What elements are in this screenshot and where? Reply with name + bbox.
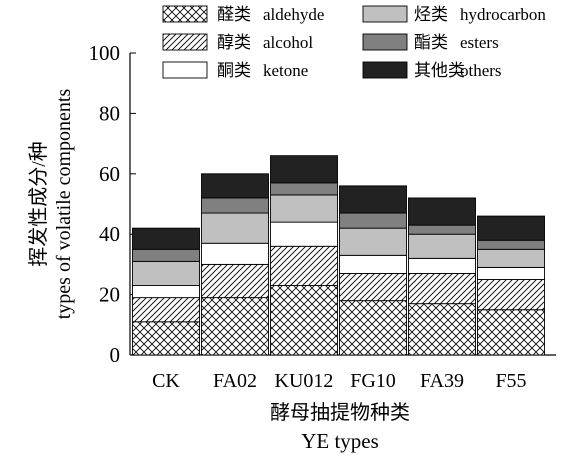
legend-swatch-aldehyde [162,5,208,23]
legend-label-en: others [460,61,502,80]
x-tick-label: FG10 [350,370,396,392]
bar-segment-esters [408,224,476,235]
legend-label-cn: 酯类 [414,33,448,52]
bar-segment-hydrocarbon [270,194,338,223]
bar-segment-others [339,185,407,214]
legend-label-en: hydrocarbon [460,5,546,24]
legend-label-en: esters [460,33,499,52]
y-tick-label: 20 [99,283,120,307]
legend-label-cn: 醛类 [217,5,251,24]
bar-segment-others [132,227,200,250]
bar-segment-alcohol [201,263,269,299]
bar-segment-hydrocarbon [339,227,407,256]
bar-segment-others [201,173,269,199]
legend-label-cn: 醇类 [217,33,251,52]
bars: CK FA02 KU012 FG10 FA39 F55 [132,155,545,392]
y-tick-label: 40 [99,222,120,246]
bar-segment-ketone [408,257,476,274]
bar-segment-hydrocarbon [408,233,476,259]
axis-labels: 挥发性成分/种 types of volatile components 酵母抽提物… [27,89,410,453]
x-axis-title-en: YE types [301,429,379,453]
legend-swatch-esters [362,33,408,51]
legend: 醛类 aldehyde 醇类 alcohol 酮类 ketone 烃类 hydrocarbon… [162,5,546,80]
legend-label-en: alcohol [263,33,313,52]
bar-segment-aldehyde [132,321,200,356]
bar-segment-ketone [477,266,545,280]
x-tick-label: F55 [495,370,526,392]
legend-label-cn: 酮类 [217,61,251,80]
bar-segment-aldehyde [201,297,269,356]
legend-label-en: aldehyde [263,5,324,24]
x-tick-label: FA39 [420,370,464,392]
bar-segment-esters [339,212,407,229]
bar-segment-alcohol [339,273,407,302]
bar-segment-esters [132,248,200,262]
x-axis-title-cn: 酵母抽提物种类 [270,401,410,424]
y-tick-label: 100 [89,41,121,65]
bar-segment-alcohol [477,279,545,311]
legend-label-cn: 烃类 [414,5,448,24]
bar-segment-ketone [339,254,407,274]
bar-segment-aldehyde [408,303,476,356]
legend-swatch-hydrocarbon [362,5,408,23]
x-tick-label: CK [152,370,180,392]
bar-segment-hydrocarbon [201,212,269,244]
bar-segment-others [477,215,545,241]
bar-segment-others [408,197,476,226]
bar-segment-hydrocarbon [132,260,200,286]
bar-segment-esters [477,239,545,250]
bar-segment-aldehyde [339,300,407,356]
bar-segment-esters [201,197,269,214]
bar-segment-others [270,155,338,184]
bar-segment-esters [270,182,338,196]
y-axis-title-cn: 挥发性成分/种 [27,141,50,267]
legend-swatch-alcohol [162,33,208,51]
legend-label-en: ketone [263,61,308,80]
y-tick-label: 60 [99,162,120,186]
axes: 0 20 40 60 80 100 [89,41,556,367]
bar-segment-alcohol [408,273,476,305]
legend-label-cn: 其他类 [414,61,465,80]
x-tick-label: KU012 [275,370,334,392]
bar-segment-aldehyde [270,285,338,356]
y-tick-label: 0 [110,343,121,367]
legend-swatch-ketone [162,61,208,79]
bar-segment-ketone [270,221,338,247]
bar-segment-ketone [132,285,200,299]
y-tick-label: 80 [99,101,120,125]
legend-swatch-others [362,61,408,79]
bar-segment-alcohol [132,297,200,323]
y-axis-title-en: types of volatile components [53,89,75,320]
bar-segment-aldehyde [477,309,545,356]
bar-segment-alcohol [270,245,338,286]
bar-segment-ketone [201,242,269,265]
x-tick-label: FA02 [213,370,257,392]
bar-segment-hydrocarbon [477,248,545,268]
